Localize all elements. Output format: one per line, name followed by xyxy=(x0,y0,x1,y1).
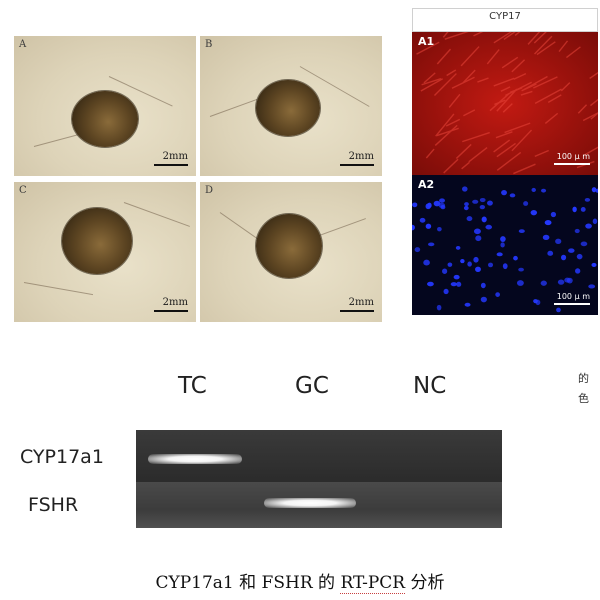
panel-label: B xyxy=(205,39,213,50)
follicle-panel-b: B 2mm xyxy=(200,36,382,176)
panel-label: A1 xyxy=(418,35,435,48)
scale-label: 2mm xyxy=(348,151,374,162)
scale-label: 2mm xyxy=(348,297,374,308)
scale-bar xyxy=(154,310,188,312)
lane-label-tc: TC xyxy=(178,373,207,399)
panel-label: D xyxy=(205,185,214,196)
figure-caption: CYP17a1 和 FSHR 的 RT-PCR 分析 xyxy=(0,568,600,594)
band-fshr-gc xyxy=(264,498,356,508)
gene-label-cyp17a1: CYP17a1 xyxy=(20,446,104,468)
lane-label-gc: GC xyxy=(295,373,329,399)
scale-bar xyxy=(340,164,374,166)
follicle-image xyxy=(256,214,322,278)
lane-label-nc: NC xyxy=(413,373,447,399)
panel-label: A xyxy=(19,39,27,50)
fluorescence-title: CYP17 xyxy=(489,11,521,22)
scale-bar xyxy=(340,310,374,312)
cyp17-stain-image xyxy=(412,32,598,175)
follicle-panel-d: D 2mm xyxy=(200,182,382,322)
band-cyp17a1-tc xyxy=(148,454,242,464)
scale-label: 100 μ m xyxy=(556,292,590,301)
fluorescence-title-box: CYP17 xyxy=(412,8,598,32)
follicle-panel-a: A 2mm xyxy=(14,36,196,176)
follicle-panel-c: C 2mm xyxy=(14,182,196,322)
scale-bar xyxy=(554,163,590,165)
follicle-image xyxy=(256,80,320,136)
side-text-1: 的 xyxy=(578,372,589,385)
panel-label: C xyxy=(19,185,27,196)
scale-label: 2mm xyxy=(162,151,188,162)
scale-bar xyxy=(154,164,188,166)
gene-label-fshr: FSHR xyxy=(28,494,79,516)
panel-label: A2 xyxy=(418,178,435,191)
follicle-image xyxy=(62,208,132,274)
fluorescence-panel-a2: A2 100 μ m xyxy=(412,175,598,315)
scale-bar xyxy=(554,303,590,305)
caption-method: RT-PCR xyxy=(340,573,406,594)
gel-image xyxy=(136,430,502,528)
caption-suffix: 分析 xyxy=(405,573,445,593)
caption-prefix: CYP17a1 和 FSHR 的 xyxy=(155,573,341,593)
follicle-image xyxy=(72,91,138,147)
side-text-2: 色 xyxy=(578,392,589,405)
scale-label: 100 μ m xyxy=(556,152,590,161)
scale-label: 2mm xyxy=(162,297,188,308)
fluorescence-panel-a1: A1 100 μ m xyxy=(412,32,598,175)
dapi-stain-image xyxy=(412,175,598,315)
